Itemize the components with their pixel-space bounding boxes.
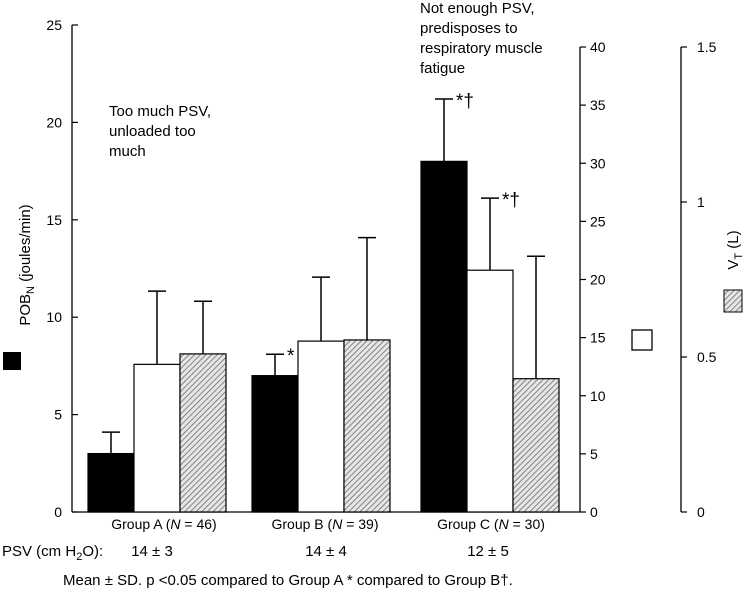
psv-value-b: 14 ± 4 xyxy=(305,543,347,560)
right-tick-label: 1.5 xyxy=(697,39,717,55)
left-tick-label: 25 xyxy=(46,17,62,33)
significance-marker-pob-2: * xyxy=(287,346,295,367)
mid-tick-label: 25 xyxy=(590,213,606,229)
right-tick-label: 0 xyxy=(697,504,705,520)
bar-vt-1 xyxy=(179,353,227,513)
category-label-b: Group B (N = 39) xyxy=(271,516,378,532)
mid-tick-label: 40 xyxy=(590,39,606,55)
left-axis-label: POBN (joules/min) xyxy=(17,204,37,325)
mid-tick-label: 15 xyxy=(590,330,606,346)
legend-symbol-white xyxy=(631,329,653,351)
category-label-c: Group C (N = 30) xyxy=(437,516,545,532)
bar-pob-1 xyxy=(87,452,135,513)
right-tick-label: 0.5 xyxy=(697,349,717,365)
psv-value-c: 12 ± 5 xyxy=(467,543,509,560)
right-tick-label: 1 xyxy=(697,194,705,210)
bar-vt-3 xyxy=(512,378,560,513)
mid-tick-label: 35 xyxy=(590,97,606,113)
bar-white-3 xyxy=(466,269,514,513)
left-tick-label: 10 xyxy=(46,309,62,325)
mid-tick-label: 0 xyxy=(590,504,598,520)
right-axis-label: VT (L) xyxy=(725,230,744,269)
bar-vt-2 xyxy=(343,339,391,513)
mid-tick-label: 30 xyxy=(590,155,606,171)
bar-white-2 xyxy=(297,340,345,513)
significance-marker-pob-3: *† xyxy=(456,91,474,112)
psv-row-label: PSV (cm H2O): xyxy=(2,543,103,563)
bar-pob-2 xyxy=(251,375,299,513)
annotation-group-c: Not enough PSV, predisposes to respirato… xyxy=(420,0,547,77)
left-tick-label: 20 xyxy=(46,114,62,130)
bar-pob-3 xyxy=(420,160,468,513)
left-tick-label: 5 xyxy=(54,407,62,423)
significance-marker-white-3: *† xyxy=(502,190,520,211)
psv-value-a: 14 ± 3 xyxy=(131,543,173,560)
bars-layer xyxy=(87,160,560,513)
mid-tick-label: 20 xyxy=(590,272,606,288)
footnote: Mean ± SD. p <0.05 compared to Group A *… xyxy=(63,572,513,589)
bar-white-1 xyxy=(133,363,181,513)
left-tick-label: 0 xyxy=(54,504,62,520)
mid-tick-label: 5 xyxy=(590,446,598,462)
legend-symbol-black xyxy=(3,352,21,370)
left-tick-label: 15 xyxy=(46,212,62,228)
annotation-group-a: Too much PSV, unloaded too much xyxy=(109,103,215,160)
mid-tick-label: 10 xyxy=(590,388,606,404)
legend-symbol-hatched xyxy=(723,289,743,313)
category-label-a: Group A (N = 46) xyxy=(111,516,216,532)
marks-layer: * *† *† xyxy=(102,91,545,454)
